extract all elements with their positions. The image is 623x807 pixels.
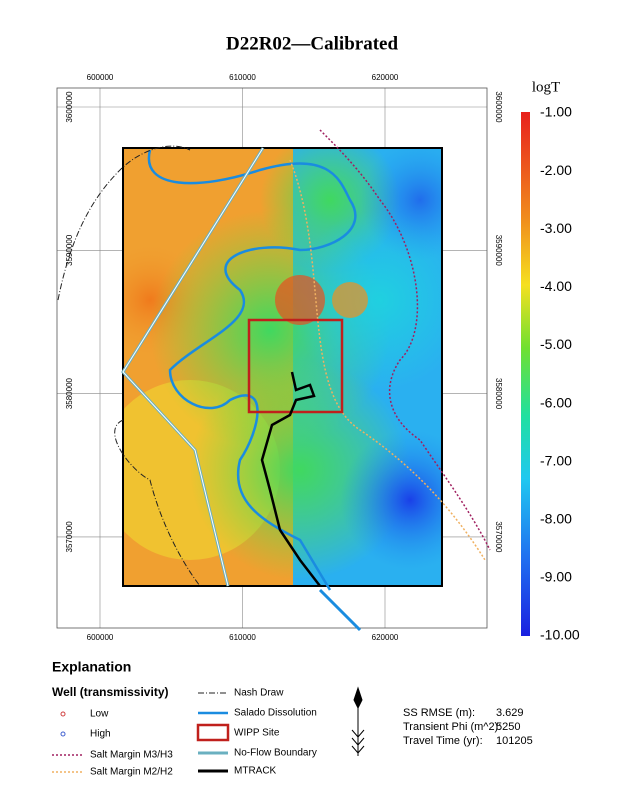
- x-tick-label: 620000: [372, 73, 399, 82]
- colorbar-label: -9.00: [540, 569, 572, 585]
- y-tick-label: 3590000: [494, 235, 503, 267]
- colorbar-label: -5.00: [540, 336, 572, 352]
- colorbar-label: -7.00: [540, 452, 572, 468]
- y-tick-label: 3580000: [494, 378, 503, 410]
- legend-label: Nash Draw: [234, 688, 284, 699]
- salt-margin-m3h3: [319, 129, 491, 551]
- colorbar-label: -10.00: [540, 627, 580, 643]
- transmissivity-field: [123, 148, 442, 586]
- colorbar-label: -4.00: [540, 278, 572, 294]
- well-high-symbol: [60, 731, 66, 737]
- stat-value: 101205: [496, 735, 533, 747]
- legend-label: WIPP Site: [234, 728, 280, 739]
- stat-label: SS RMSE (m):: [403, 707, 475, 719]
- y-tick-label: 3580000: [65, 377, 74, 409]
- map-frame: [56, 87, 488, 629]
- model-boundary: [122, 147, 443, 587]
- colorbar-label: -3.00: [540, 220, 572, 236]
- legend-label: Salt Margin M2/H2: [90, 767, 173, 778]
- x-tick-label: 600000: [87, 73, 114, 82]
- y-tick-label: 3600000: [65, 91, 74, 123]
- colorbar-label: -1.00: [540, 104, 572, 120]
- colorbar-label: -8.00: [540, 510, 572, 526]
- x-tick-label: 610000: [229, 73, 256, 82]
- y-tick-label: 3600000: [494, 91, 503, 123]
- colorbar: [521, 112, 530, 636]
- colorbar-labels: -1.00 -2.00 -3.00 -4.00 -5.00 -6.00 -7.00 -8.00…: [540, 104, 580, 643]
- wells-title: Well (transmissivity): [52, 685, 168, 699]
- title: D22R02—Calibrated: [226, 33, 398, 54]
- stat-value: 3.629: [496, 707, 524, 719]
- salt-margin-m2h2: [289, 159, 486, 561]
- salado-dissolution: [147, 149, 357, 591]
- colorbar-title: logT: [532, 79, 560, 95]
- x-tick-label: 610000: [229, 633, 256, 642]
- wipp-site: [247, 318, 344, 414]
- colorbar-label: -6.00: [540, 394, 572, 410]
- stat-label: Transient Phi (m^2):: [403, 721, 501, 733]
- mtrack: [260, 371, 321, 587]
- colorbar-label: -2.00: [540, 162, 572, 178]
- y-tick-label: 3590000: [65, 234, 74, 266]
- legend-rect: [196, 723, 230, 742]
- explanation-title: Explanation: [52, 659, 131, 675]
- legend-label: Salt Margin M3/H3: [90, 750, 173, 761]
- no-flow-boundary: [122, 147, 264, 587]
- y-tick-label: 3570000: [65, 521, 74, 553]
- legend-label: MTRACK: [234, 766, 277, 777]
- legend-label: Low: [90, 709, 109, 720]
- x-tick-label: 600000: [87, 633, 114, 642]
- legend-label: Salado Dissolution: [234, 708, 317, 719]
- stat-label: Travel Time (yr):: [403, 735, 483, 747]
- x-tick-label: 620000: [372, 633, 399, 642]
- salado-dissolution: [318, 588, 362, 632]
- legend-label: High: [90, 729, 111, 740]
- y-tick-label: 3570000: [494, 521, 503, 553]
- stat-value: 5250: [496, 721, 520, 733]
- nash-draw: [57, 145, 201, 587]
- legend-label: No-Flow Boundary: [234, 748, 317, 759]
- stats: SS RMSE (m): 3.629 Transient Phi (m^2):525…: [403, 707, 533, 747]
- north-arrow: [351, 686, 365, 756]
- well-low-symbol: [60, 711, 66, 717]
